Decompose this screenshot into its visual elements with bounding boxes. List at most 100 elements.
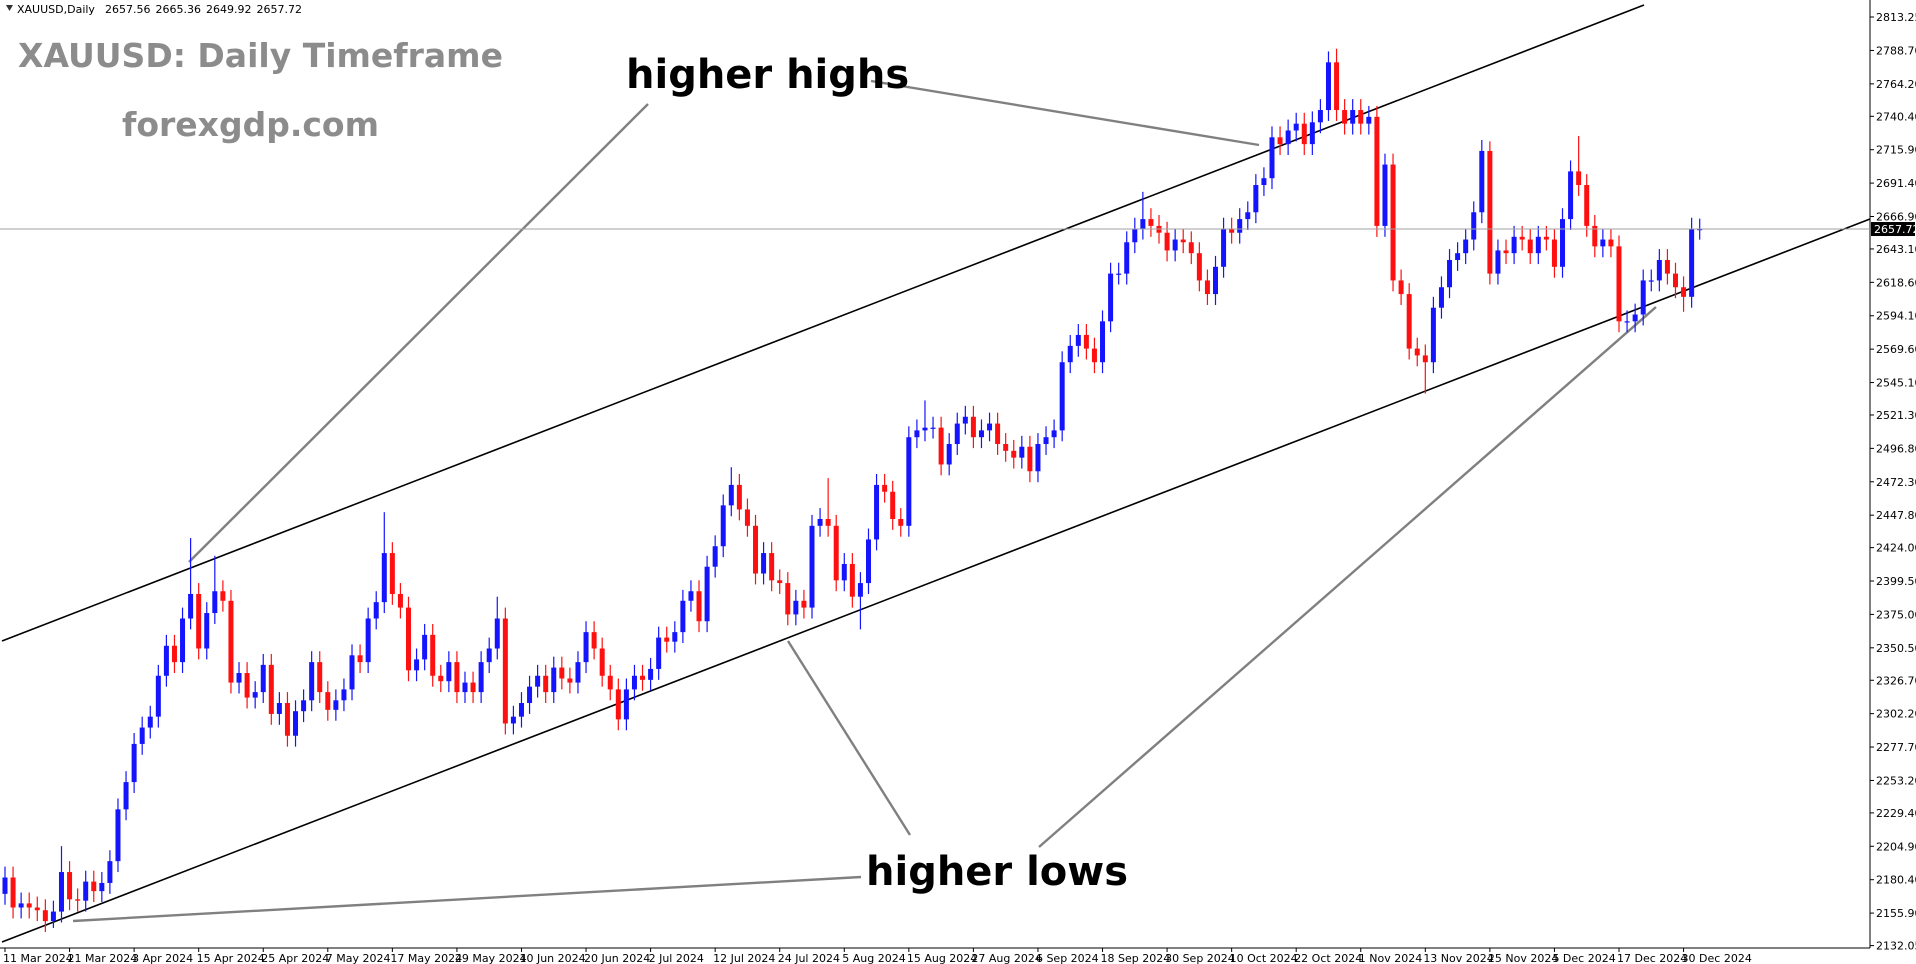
y-tick-label: 2666.90 (1876, 211, 1916, 224)
candle-body (938, 427, 944, 465)
candle-body (1100, 321, 1106, 363)
candle-body (631, 675, 637, 690)
candle-body (414, 659, 420, 671)
chart-subtitle: forexgdp.com (122, 105, 379, 144)
candle-body (1027, 446, 1033, 472)
x-tick-label: 7 May 2024 (326, 952, 391, 964)
candle-body (1672, 273, 1678, 288)
candle-body (18, 903, 24, 908)
candle-body (1140, 219, 1146, 229)
symbol-icon (6, 5, 13, 11)
candle-body (704, 566, 710, 622)
y-tick-label: 2813.25 (1876, 11, 1916, 24)
candle-body (212, 591, 218, 614)
candle-body (10, 877, 16, 908)
candle-body (1576, 171, 1582, 186)
candle-body (1317, 110, 1323, 123)
candle-body (906, 437, 912, 526)
candle-body (1471, 212, 1477, 240)
candle-body (107, 861, 113, 883)
high-value: 2665.36 (155, 3, 201, 16)
x-tick-label: 22 Oct 2024 (1294, 952, 1362, 964)
candle-body (357, 655, 363, 663)
x-tick-label: 30 Sep 2024 (1165, 952, 1235, 964)
y-tick-label: 2715.90 (1876, 144, 1916, 157)
candle-body (1309, 122, 1315, 145)
y-tick-label: 2643.10 (1876, 243, 1916, 256)
candle-body (75, 899, 81, 901)
candle-body (1342, 110, 1348, 124)
y-tick-label: 2788.70 (1876, 44, 1916, 57)
pointer-line (188, 103, 649, 563)
candle-body (155, 675, 161, 717)
candle-body (1463, 239, 1469, 254)
annotation: higher lows (866, 849, 1128, 895)
candle-body (1350, 110, 1356, 124)
y-tick-label: 2424.00 (1876, 542, 1916, 555)
candle-body (349, 655, 355, 690)
candle-body (389, 553, 395, 594)
candle-body (373, 602, 379, 619)
x-tick-label: 2 Jul 2024 (649, 952, 704, 964)
candle-body (131, 743, 137, 783)
candle-body (1293, 123, 1299, 131)
candle-body (365, 618, 371, 663)
candle-body (607, 675, 613, 690)
x-tick-label: 5 Aug 2024 (842, 952, 905, 964)
candle-body (260, 664, 266, 693)
candle-body (268, 664, 274, 714)
x-tick-label: 17 Dec 2024 (1617, 952, 1687, 964)
candle-body (188, 593, 194, 619)
candle-body (276, 703, 282, 714)
candle-body (1221, 228, 1227, 267)
candle-body (874, 484, 880, 540)
x-tick-label: 24 Jul 2024 (778, 952, 840, 964)
candle-body (486, 648, 492, 663)
candle-body (1438, 287, 1444, 308)
candle-body (1511, 236, 1517, 254)
candle-body (559, 667, 565, 679)
x-tick-label: 30 Dec 2024 (1682, 952, 1752, 964)
y-tick-label: 2594.10 (1876, 310, 1916, 323)
candle-body (995, 423, 1001, 445)
candle-body (1132, 228, 1138, 243)
x-tick-label: 3 Apr 2024 (132, 952, 193, 964)
candle-body (196, 593, 202, 649)
candle-body (882, 484, 888, 492)
candle-body (1592, 225, 1598, 247)
candle-body (720, 505, 726, 547)
x-tick-label: 5 Dec 2024 (1552, 952, 1615, 964)
candle-body (139, 727, 145, 744)
x-tick-label: 20 Jun 2024 (584, 952, 650, 964)
y-tick-label: 2740.40 (1876, 110, 1916, 123)
candle-body (1196, 253, 1202, 281)
candle-body (591, 632, 597, 649)
candle-body (1422, 355, 1428, 363)
y-tick-label: 2521.30 (1876, 409, 1916, 422)
candle-body (640, 675, 646, 680)
candle-body (728, 484, 734, 506)
candle-body (1656, 259, 1662, 281)
candle-body (1075, 334, 1081, 346)
y-tick-label: 2229.40 (1876, 807, 1916, 820)
candle-body (1269, 137, 1275, 179)
candle-body (1108, 273, 1114, 322)
x-tick-label: 18 Sep 2024 (1101, 952, 1171, 964)
candle-body (1261, 178, 1267, 186)
candle-body (1091, 348, 1097, 363)
y-tick-label: 2180.40 (1876, 874, 1916, 887)
y-tick-label: 2399.50 (1876, 575, 1916, 588)
candle-body (333, 700, 339, 710)
annotation: higher highs (626, 52, 909, 98)
candle-body (1535, 236, 1541, 254)
x-tick-label: 15 Aug 2024 (907, 952, 977, 964)
candle-body (680, 600, 686, 633)
candle-body (91, 881, 97, 892)
x-tick-label: 13 Nov 2024 (1423, 952, 1493, 964)
candle-body (115, 809, 121, 862)
y-tick-label: 2618.60 (1876, 276, 1916, 289)
candle-body (946, 444, 952, 465)
y-tick-label: 2350.50 (1876, 642, 1916, 655)
candle-body (849, 563, 855, 597)
